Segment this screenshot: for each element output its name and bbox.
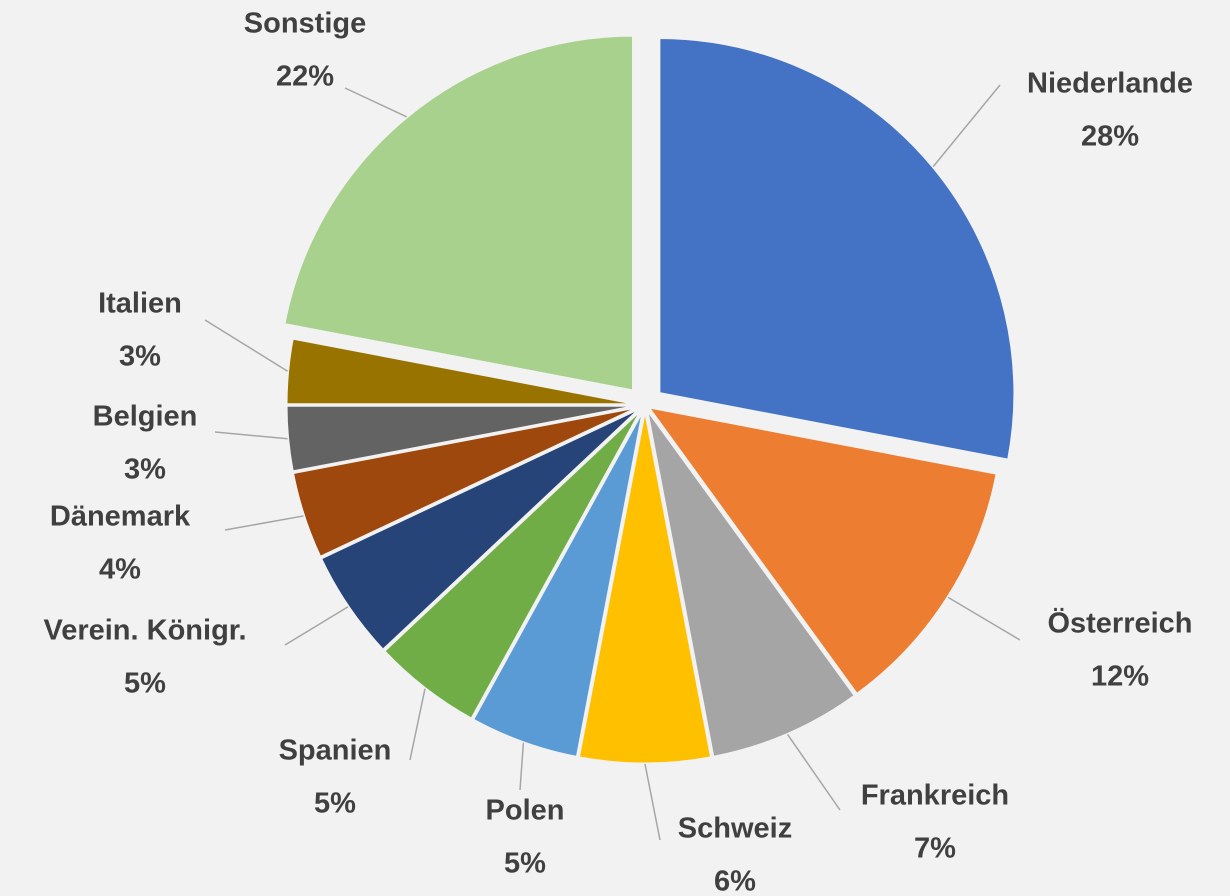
value-label: 3% <box>119 341 161 373</box>
category-label: Niederlande <box>1027 68 1193 100</box>
category-label: Italien <box>98 288 182 320</box>
value-label: 3% <box>124 454 166 486</box>
category-label: Frankreich <box>861 780 1009 812</box>
value-label: 22% <box>276 61 334 93</box>
value-label: 5% <box>124 668 166 700</box>
leader-line <box>224 515 304 531</box>
leader-line <box>519 742 525 791</box>
leader-line <box>786 734 841 811</box>
category-label: Belgien <box>93 401 198 433</box>
category-label: Österreich <box>1047 607 1192 640</box>
leader-line <box>644 763 661 841</box>
pie-slice <box>284 336 644 407</box>
value-label: 28% <box>1081 121 1139 153</box>
value-label: 12% <box>1091 661 1149 693</box>
leader-line <box>284 606 349 646</box>
value-label: 5% <box>314 788 356 820</box>
pie-slice <box>657 36 1017 462</box>
value-label: 5% <box>504 848 546 880</box>
leader-line <box>932 84 1001 168</box>
leader-line <box>409 688 426 761</box>
pie-slice <box>576 406 714 766</box>
leader-line <box>214 431 288 440</box>
category-label: Sonstige <box>244 8 366 40</box>
value-label: 6% <box>714 866 756 896</box>
category-label: Verein. Königr. <box>43 615 246 647</box>
category-label: Polen <box>486 795 565 827</box>
leader-line <box>344 87 407 118</box>
category-label: Dänemark <box>50 501 191 533</box>
value-label: 7% <box>914 833 956 865</box>
leader-line <box>204 319 288 372</box>
category-label: Schweiz <box>678 813 792 845</box>
value-label: 4% <box>99 554 141 586</box>
category-label: Spanien <box>279 735 392 767</box>
leader-line <box>947 596 1021 641</box>
